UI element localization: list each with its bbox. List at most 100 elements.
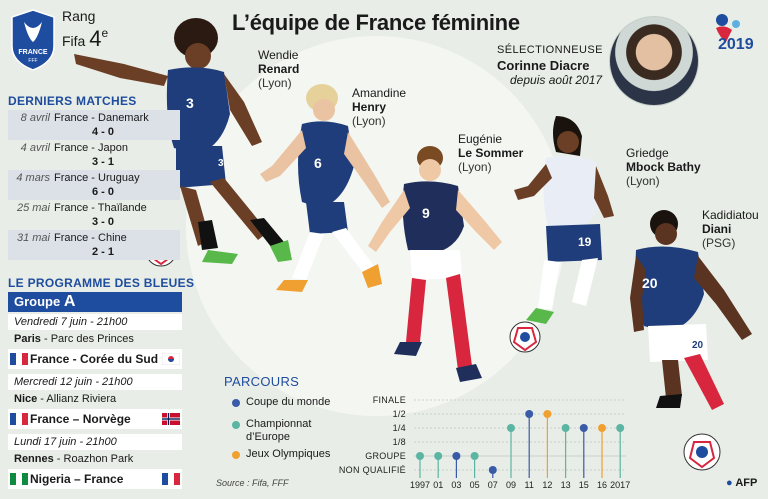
rank-fifa: Fifa 4e <box>62 24 108 50</box>
match-row: 25 mai France - Thaïlande 3 - 0 <box>8 200 180 230</box>
parcours-title: Parcours <box>224 374 300 389</box>
player-label-le-sommer: Eugénie Le Sommer (Lyon) <box>458 132 523 174</box>
result-dot <box>616 424 625 432</box>
parcours-chart: FINALE 1/2 1/4 1/8 GROUPE NON QUALIFIÉ 1997 01 0… <box>339 395 630 490</box>
result-dot <box>543 410 552 418</box>
fixture-match: France – Norvège <box>8 409 182 429</box>
fixture-stadium: - Allianz Riviera <box>37 393 117 405</box>
player-last-name: Renard <box>258 62 300 76</box>
football-icon <box>683 433 721 471</box>
match-date: 4 avril <box>20 142 50 154</box>
result-dot <box>561 424 570 432</box>
legend-label: Jeux Olympiques <box>246 448 331 460</box>
match-row: 4 mars France - Uruguay 6 - 0 <box>8 170 180 200</box>
group-letter: A <box>63 293 76 310</box>
match-score: 3 - 1 <box>92 156 115 168</box>
programme-title: Le programme des Bleues <box>8 276 195 290</box>
badge-sub: FFF <box>28 58 37 64</box>
player-number: 3 <box>218 158 224 169</box>
flag-france-icon <box>10 353 28 365</box>
legend-dot <box>232 451 240 459</box>
player-club: (Lyon) <box>258 76 292 90</box>
result-dot <box>598 424 606 432</box>
match-score: 3 - 0 <box>92 216 115 228</box>
player-mbock-bathy-figure: 19 <box>514 116 614 324</box>
player-first-name: Kadidiatou <box>702 208 759 222</box>
player-number: 3 <box>186 95 194 111</box>
match-teams: France - Danemark <box>54 112 149 124</box>
fixture-city: Rennes <box>14 453 54 465</box>
group-label: Groupe <box>14 294 61 309</box>
player-number: 19 <box>578 235 592 249</box>
player-last-name: Mbock Bathy <box>626 160 701 174</box>
flag-norway-icon <box>162 413 180 425</box>
player-first-name: Amandine <box>352 86 407 100</box>
player-label-renard: Wendie Renard (Lyon) <box>258 48 299 90</box>
result-dot <box>452 452 461 460</box>
year-label: 03 <box>451 480 461 490</box>
match-row: 31 mai France - Chine 2 - 1 <box>8 230 180 260</box>
player-number: 20 <box>692 340 704 351</box>
result-dot <box>434 452 443 460</box>
level-label: FINALE <box>373 395 406 405</box>
result-dot <box>507 424 515 432</box>
group-bar: Groupe A <box>8 292 182 312</box>
fixture-city: Paris <box>14 333 41 345</box>
fixture-stadium: - Roazhon Park <box>53 453 134 465</box>
player-le-sommer-figure: 9 <box>368 146 502 382</box>
fixture-teams: France - Corée du Sud <box>30 352 159 366</box>
coach-role: Sélectionneuse <box>497 44 603 56</box>
football-icon <box>509 321 541 353</box>
year-label: 12 <box>542 480 552 490</box>
fixture-match: Nigeria – France <box>8 469 182 489</box>
player-last-name: Diani <box>702 222 732 236</box>
match-row: 8 avril France - Danemark 4 - 0 <box>8 110 180 140</box>
fixture-match: France - Corée du Sud <box>8 349 182 369</box>
world-cup-year: 2019 <box>718 36 754 53</box>
match-date: 31 mai <box>16 232 50 244</box>
match-score: 4 - 0 <box>92 126 115 138</box>
result-dot <box>470 452 479 460</box>
fixture-city: Nice <box>14 393 38 405</box>
coach-since: depuis août 2017 <box>510 73 603 87</box>
fixture-stadium: - Parc des Princes <box>40 333 134 345</box>
year-label: 11 <box>525 480 534 490</box>
legend-dot <box>232 399 240 407</box>
year-label: 16 <box>597 480 607 490</box>
result-dot <box>416 452 424 460</box>
rank-label: Rang <box>62 8 96 24</box>
player-label-henry: Amandine Henry (Lyon) <box>352 86 406 128</box>
legend-dot <box>232 421 240 429</box>
player-first-name: Wendie <box>258 48 299 62</box>
player-club: (Lyon) <box>352 114 386 128</box>
player-number: 20 <box>642 275 658 291</box>
fixture-venue: Rennes - Roazhon Park <box>8 451 133 467</box>
result-dot <box>579 424 588 432</box>
result-dot <box>525 410 534 418</box>
legend-label: Coupe du monde <box>246 396 331 408</box>
fff-crest-icon: FRANCE FFF <box>11 9 55 71</box>
badge-text: FRANCE <box>18 49 47 56</box>
player-renard-figure: 3 3 <box>74 18 292 264</box>
level-label: NON QUALIFIÉ <box>339 465 406 475</box>
player-first-name: Eugénie <box>458 132 503 146</box>
recent-matches-title: Derniers matches <box>8 94 137 108</box>
player-last-name: Henry <box>352 100 387 114</box>
player-last-name: Le Sommer <box>458 146 524 160</box>
year-label: 05 <box>470 480 480 490</box>
match-date: 8 avril <box>20 112 50 124</box>
agency-name: AFP <box>735 477 758 489</box>
player-number: 9 <box>422 205 430 221</box>
player-diani-figure: 20 20 <box>630 210 752 410</box>
level-label: 1/4 <box>393 423 406 433</box>
fixture-date: Lundi 17 juin - 21h00 <box>8 434 182 450</box>
player-club: (Lyon) <box>626 174 660 188</box>
flag-south-korea-icon <box>162 353 180 365</box>
fixture-date: Vendredi 7 juin - 21h00 <box>8 314 182 330</box>
flag-france-icon <box>162 473 180 485</box>
year-label: 09 <box>506 480 516 490</box>
fixture-venue: Nice - Allianz Riviera <box>8 391 116 407</box>
match-score: 2 - 1 <box>92 246 115 258</box>
match-score: 6 - 0 <box>92 186 115 198</box>
match-date: 4 mars <box>16 172 50 184</box>
